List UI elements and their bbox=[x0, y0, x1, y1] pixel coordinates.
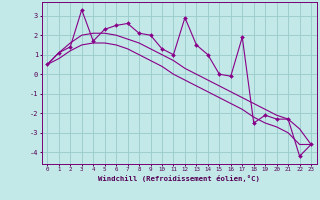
X-axis label: Windchill (Refroidissement éolien,°C): Windchill (Refroidissement éolien,°C) bbox=[98, 175, 260, 182]
